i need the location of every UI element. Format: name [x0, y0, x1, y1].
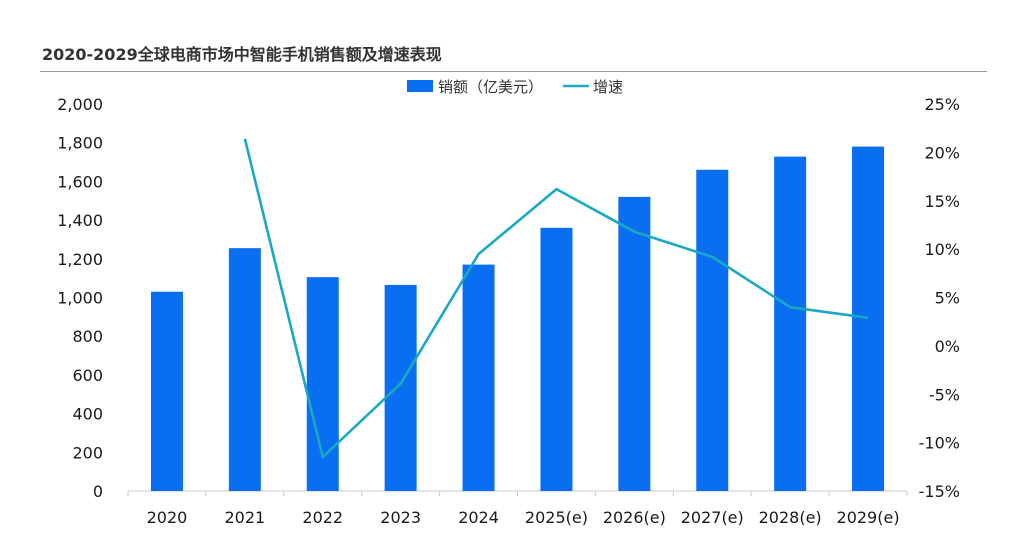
bar: [462, 264, 495, 491]
right-axis-tick-label: -15%: [919, 482, 960, 501]
legend-label-growth: 增速: [593, 78, 623, 96]
bar: [150, 291, 183, 491]
right-axis-tick-label: 0%: [935, 337, 960, 356]
x-axis-tick-label: 2026(e): [603, 508, 666, 527]
left-axis-tick-label: 1,200: [57, 250, 103, 269]
growth-line: [243, 138, 869, 459]
x-axis-tick-label: 2022: [302, 508, 343, 527]
legend-swatch-sales: [407, 80, 433, 92]
right-axis-tick-label: -5%: [929, 385, 960, 404]
x-axis-tick-label: 2027(e): [681, 508, 744, 527]
left-axis-tick-label: 400: [72, 405, 103, 424]
right-axis-tick-label: 10%: [924, 240, 960, 259]
x-axis-tick-label: 2020: [147, 508, 188, 527]
x-axis-tick-label: 2028(e): [759, 508, 822, 527]
right-axis-tick-label: 5%: [935, 289, 960, 308]
legend-label-sales: 销额（亿美元）: [438, 78, 543, 96]
right-axis-tick-label: 20%: [924, 143, 960, 162]
left-axis-tick-label: 1,800: [57, 134, 103, 153]
title-divider: [40, 71, 987, 72]
left-axis-tick-label: 0: [93, 482, 103, 501]
left-axis-tick-label: 1,000: [57, 289, 103, 308]
bar: [618, 196, 651, 491]
bar: [228, 248, 261, 491]
bar: [306, 277, 339, 491]
left-axis-tick-label: 200: [72, 443, 103, 462]
x-axis-tick-label: 2023: [380, 508, 421, 527]
x-axis-tick-label: 2029(e): [837, 508, 900, 527]
bar: [384, 284, 417, 491]
left-axis-tick-label: 2,000: [57, 95, 103, 114]
x-axis-tick-label: 2021: [224, 508, 265, 527]
left-axis-tick-label: 1,400: [57, 211, 103, 230]
bar: [540, 227, 573, 491]
left-axis-tick-label: 600: [72, 366, 103, 385]
bar: [852, 146, 885, 491]
right-axis-tick-label: -10%: [919, 434, 960, 453]
x-axis-tick-label: 2025(e): [525, 508, 588, 527]
chart-title: 2020-2029全球电商市场中智能手机销售额及增速表现: [42, 45, 442, 64]
left-axis-tick-label: 1,600: [57, 172, 103, 191]
x-axis-tick-label: 2024: [458, 508, 499, 527]
right-axis-tick-label: 15%: [924, 192, 960, 211]
bar: [696, 169, 729, 492]
left-axis-tick-label: 800: [72, 327, 103, 346]
right-axis-tick-label: 25%: [924, 95, 960, 114]
bar: [774, 156, 807, 491]
